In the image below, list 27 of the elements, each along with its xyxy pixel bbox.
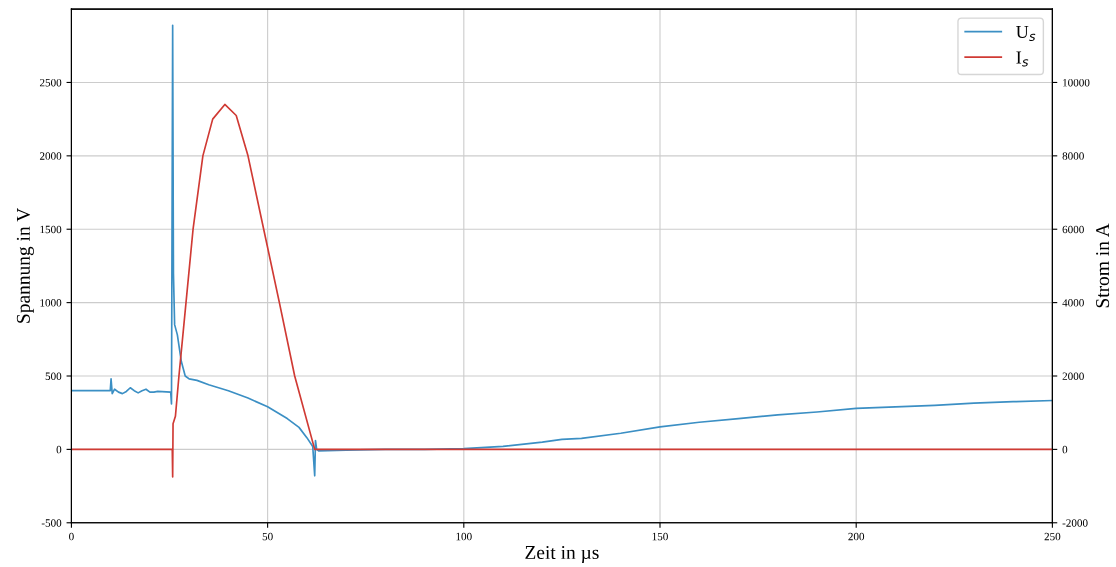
y-tick-label: 2000 [39, 152, 62, 160]
y-tick-label: 500 [45, 372, 62, 380]
line-series [71, 24, 1053, 477]
y-axis-title: Spannung in V [16, 207, 34, 323]
legend-label: U$_{s}$ [1016, 26, 1036, 42]
x-tick-label: 250 [1044, 532, 1061, 541]
y2-tick-label: 6000 [1062, 225, 1084, 234]
line-series [71, 103, 1053, 478]
y-tick-label: 2500 [39, 78, 62, 87]
x-axis-title: Zeit in µs [525, 545, 599, 563]
y-tick-label: 1000 [40, 299, 62, 307]
y-tick-label: 0 [56, 445, 62, 454]
y-tick-label: 1500 [40, 225, 62, 234]
y2-tick-label: 0 [1062, 445, 1068, 454]
y2-axis-title: Strom in A [1096, 223, 1110, 308]
y2-tick-label: 8000 [1062, 152, 1084, 160]
y-tick-label: -500 [41, 519, 62, 527]
x-tick-label: 200 [848, 532, 865, 541]
y2-tick-label: 4000 [1062, 299, 1084, 307]
y2-tick-label: -2000 [1062, 519, 1088, 527]
x-tick-label: 50 [262, 532, 273, 541]
legend-label: I$_{s}$ [1016, 51, 1029, 67]
y2-tick-label: 10000 [1063, 78, 1090, 87]
x-tick-label: 150 [652, 532, 668, 541]
x-tick-label: 100 [456, 532, 472, 541]
y2-tick-label: 2000 [1062, 372, 1084, 380]
x-tick-label: 0 [69, 532, 74, 541]
